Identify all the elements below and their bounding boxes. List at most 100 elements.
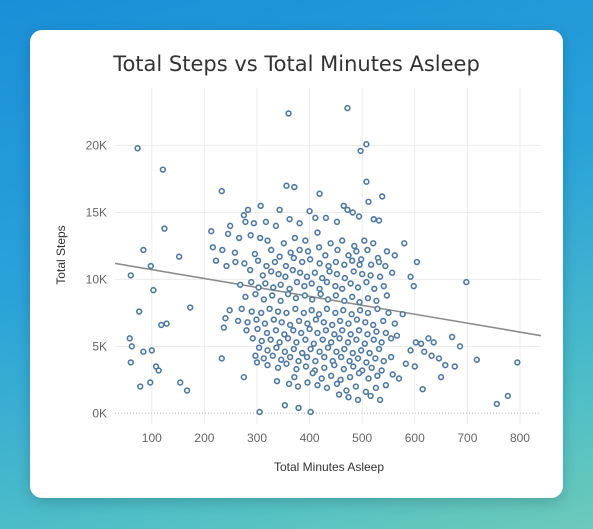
scatter-point[interactable] — [314, 381, 321, 389]
scatter-point[interactable] — [312, 316, 320, 323]
scatter-point[interactable] — [273, 344, 280, 351]
scatter-point[interactable] — [304, 379, 311, 386]
scatter-point[interactable] — [161, 225, 168, 232]
scatter-point[interactable] — [302, 363, 310, 370]
scatter-point[interactable] — [292, 294, 300, 302]
scatter-point[interactable] — [286, 285, 293, 292]
scatter-point[interactable] — [365, 198, 372, 205]
scatter-point[interactable] — [378, 367, 385, 374]
scatter-point[interactable] — [385, 309, 392, 317]
scatter-point[interactable] — [264, 347, 271, 354]
scatter-point[interactable] — [244, 319, 251, 326]
scatter-point[interactable] — [329, 321, 336, 329]
scatter-point[interactable] — [326, 268, 333, 275]
scatter-point[interactable] — [317, 290, 324, 298]
scatter-point[interactable] — [322, 214, 330, 222]
scatter-point[interactable] — [301, 292, 309, 299]
scatter-point[interactable] — [339, 285, 346, 292]
scatter-point[interactable] — [370, 336, 377, 343]
scatter-point[interactable] — [349, 349, 356, 357]
scatter-point[interactable] — [348, 293, 356, 301]
scatter-point[interactable] — [163, 320, 170, 327]
scatter-point[interactable] — [266, 305, 273, 313]
scatter-point[interactable] — [150, 286, 157, 294]
scatter-point[interactable] — [226, 307, 233, 314]
scatter-point[interactable] — [268, 246, 275, 254]
scatter-point[interactable] — [264, 361, 271, 369]
scatter-point[interactable] — [364, 294, 372, 302]
scatter-point[interactable] — [285, 110, 292, 117]
scatter-point[interactable] — [493, 400, 501, 408]
scatter-point[interactable] — [246, 266, 254, 274]
scatter-point[interactable] — [428, 352, 435, 359]
scatter-point[interactable] — [345, 320, 352, 327]
scatter-point[interactable] — [387, 335, 395, 342]
scatter-point[interactable] — [303, 353, 311, 361]
scatter-point[interactable] — [382, 262, 389, 270]
scatter-point[interactable] — [308, 280, 315, 287]
scatter-point[interactable] — [332, 309, 339, 317]
scatter-point[interactable] — [372, 384, 380, 392]
scatter-point[interactable] — [258, 337, 265, 345]
scatter-point[interactable] — [361, 237, 368, 244]
scatter-point[interactable] — [272, 327, 280, 334]
scatter-point[interactable] — [140, 246, 147, 254]
scatter-point[interactable] — [352, 383, 360, 390]
scatter-point[interactable] — [312, 214, 319, 222]
scatter-point[interactable] — [347, 331, 354, 338]
scatter-point[interactable] — [272, 222, 280, 230]
scatter-point[interactable] — [355, 213, 363, 220]
scatter-point[interactable] — [395, 375, 403, 382]
scatter-point[interactable] — [316, 285, 323, 292]
scatter-point[interactable] — [306, 256, 314, 263]
scatter-point[interactable] — [301, 282, 308, 290]
scatter-point[interactable] — [291, 373, 298, 381]
scatter-point[interactable] — [473, 356, 481, 363]
scatter-point[interactable] — [235, 234, 243, 242]
scatter-point[interactable] — [260, 355, 268, 362]
scatter-point[interactable] — [296, 220, 303, 227]
scatter-point[interactable] — [514, 359, 521, 366]
scatter-point[interactable] — [262, 218, 270, 226]
scatter-point[interactable] — [274, 364, 282, 371]
scatter-point[interactable] — [284, 290, 292, 298]
scatter-point[interactable] — [344, 104, 351, 112]
scatter-point[interactable] — [248, 308, 255, 315]
scatter-point[interactable] — [283, 182, 290, 189]
scatter-point[interactable] — [337, 353, 345, 361]
scatter-point[interactable] — [372, 355, 379, 362]
scatter-point[interactable] — [208, 228, 215, 235]
scatter-point[interactable] — [224, 230, 232, 238]
scatter-point[interactable] — [291, 234, 299, 242]
scatter-point[interactable] — [356, 307, 364, 314]
scatter-point[interactable] — [276, 253, 283, 260]
scatter-point[interactable] — [363, 141, 370, 148]
scatter-point[interactable] — [346, 373, 354, 381]
scatter-point[interactable] — [350, 363, 357, 370]
scatter-point[interactable] — [345, 252, 352, 259]
scatter-point[interactable] — [126, 335, 133, 342]
scatter-point[interactable] — [259, 272, 266, 279]
scatter-point[interactable] — [290, 327, 297, 334]
scatter-point[interactable] — [411, 363, 418, 370]
scatter-point[interactable] — [232, 258, 239, 266]
scatter-point[interactable] — [263, 329, 271, 337]
scatter-point[interactable] — [256, 408, 263, 416]
scatter-point[interactable] — [370, 215, 377, 223]
scatter-point[interactable] — [306, 325, 313, 333]
scatter-point[interactable] — [353, 316, 361, 323]
scatter-point[interactable] — [148, 347, 156, 354]
scatter-point[interactable] — [402, 360, 410, 367]
scatter-point[interactable] — [351, 242, 358, 250]
scatter-point[interactable] — [364, 309, 372, 317]
scatter-point[interactable] — [370, 240, 377, 247]
scatter-point[interactable] — [243, 327, 250, 334]
scatter-point[interactable] — [252, 290, 259, 298]
scatter-point[interactable] — [374, 305, 381, 313]
scatter-point[interactable] — [331, 361, 338, 369]
scatter-point[interactable] — [177, 379, 184, 386]
scatter-point[interactable] — [327, 240, 334, 247]
scatter-point[interactable] — [307, 345, 314, 353]
scatter-point[interactable] — [314, 329, 321, 337]
scatter-point[interactable] — [302, 237, 309, 244]
